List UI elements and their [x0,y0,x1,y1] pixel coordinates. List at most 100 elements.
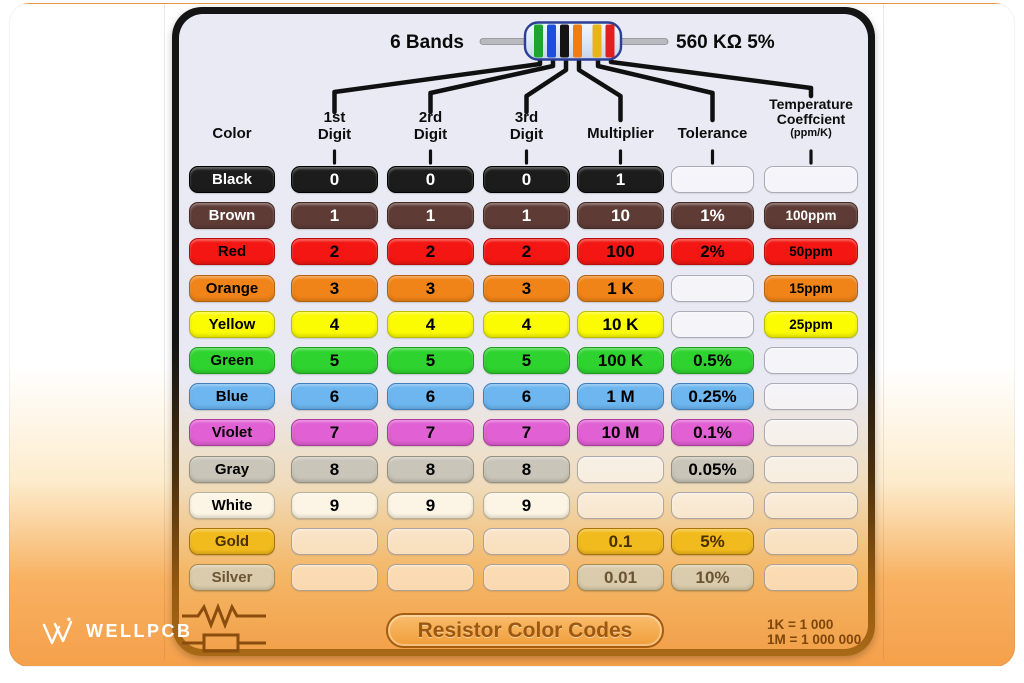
header-line: 3rd [514,109,539,126]
box-resistor-symbol [202,633,240,653]
row-label-black: Black [189,166,275,193]
header-line: Digit [413,126,448,143]
cell-yellow-tolerance [671,311,754,338]
cell-green-tolerance: 0.5% [671,347,754,374]
cell-black-multiplier: 1 [577,166,664,193]
resistor-lead-left [479,38,529,45]
cell-violet-digit2: 7 [387,419,474,446]
cell-black-tolerance [671,166,754,193]
cell-blue-digit3: 6 [483,383,570,410]
cell-black-digit3: 0 [483,166,570,193]
cell-gray-tolerance: 0.05% [671,456,754,483]
cell-silver-multiplier: 0.01 [577,564,664,591]
cell-violet-digit3: 7 [483,419,570,446]
header-line: Multiplier [587,125,654,142]
cell-green-digit3: 5 [483,347,570,374]
row-label-red: Red [189,238,275,265]
cell-blue-digit1: 6 [291,383,378,410]
cell-gold-digit1 [291,528,378,555]
cell-violet-tempco [764,419,858,446]
header-line: Coeffcient [776,111,846,127]
column-header-tempco: Temperature Coeffcient (ppm/K) [746,97,876,140]
cell-red-digit2: 2 [387,238,474,265]
cell-green-digit2: 5 [387,347,474,374]
kilo-note-1m: 1M = 1 000 000 [767,632,862,647]
cell-red-multiplier: 100 [577,238,664,265]
cell-yellow-multiplier: 10 K [577,311,664,338]
cell-red-tempco: 50ppm [764,238,858,265]
cell-brown-tolerance: 1% [671,202,754,229]
row-label-gold: Gold [189,528,275,555]
row-label-gray: Gray [189,456,275,483]
row-label-white: White [189,492,275,519]
cell-blue-tempco [764,383,858,410]
resistor-lead-right [617,38,669,45]
bands-count-label: 6 Bands [390,32,464,53]
cell-black-digit2: 0 [387,166,474,193]
row-label-violet: Violet [189,419,275,446]
header-line: (ppm/K) [790,127,832,139]
image-seam-left [164,3,165,659]
cell-black-tempco [764,166,858,193]
wellpcb-w-icon [42,617,73,645]
cell-brown-digit1: 1 [291,202,378,229]
cell-brown-digit2: 1 [387,202,474,229]
resistor-band-black [560,24,569,58]
cell-gray-digit1: 8 [291,456,378,483]
brand-logo: WELLPCB [40,616,193,646]
header-line: Color [212,125,252,142]
resistor-band-orange [573,24,582,58]
row-label-yellow: Yellow [189,311,275,338]
cell-white-digit1: 9 [291,492,378,519]
cell-orange-tolerance [671,275,754,302]
kilo-notes: 1K = 1 000 1M = 1 000 000 [767,617,861,647]
column-header-multiplier: Multiplier [556,125,686,142]
header-line: Digit [509,126,544,143]
resistor-symbols-icon [182,603,266,653]
cell-silver-digit1 [291,564,378,591]
cell-red-digit3: 2 [483,238,570,265]
row-label-silver: Silver [189,564,275,591]
brand-name: WELLPCB [86,620,193,641]
cell-gray-multiplier [577,456,664,483]
cell-brown-digit3: 1 [483,202,570,229]
cell-red-digit1: 2 [291,238,378,265]
header-line: Digit [317,126,352,143]
column-header-color: Color [167,125,297,142]
cell-brown-multiplier: 10 [577,202,664,229]
cell-green-digit1: 5 [291,347,378,374]
cell-silver-digit3 [483,564,570,591]
page-title: Resistor Color Codes [417,618,633,642]
column-header-tolerance: Tolerance [648,125,778,142]
kilo-note-1k: 1K = 1 000 [767,617,834,632]
cell-yellow-digit3: 4 [483,311,570,338]
title-banner: Resistor Color Codes [386,613,664,648]
cell-blue-digit2: 6 [387,383,474,410]
resistor-value-label: 560 KΩ 5% [676,32,775,53]
cell-gold-digit3 [483,528,570,555]
cell-black-digit1: 0 [291,166,378,193]
row-label-orange: Orange [189,275,275,302]
cell-gold-tolerance: 5% [671,528,754,555]
cell-blue-tolerance: 0.25% [671,383,754,410]
header-line: Temperature [769,96,853,112]
cell-green-tempco [764,347,858,374]
cell-white-tolerance [671,492,754,519]
cell-silver-digit2 [387,564,474,591]
cell-white-digit2: 9 [387,492,474,519]
cell-gray-tempco [764,456,858,483]
cell-white-multiplier [577,492,664,519]
cell-silver-tempco [764,564,858,591]
cell-green-multiplier: 100 K [577,347,664,374]
resistor-band-green [534,24,543,58]
cell-violet-tolerance: 0.1% [671,419,754,446]
resistor-illustration-icon [479,21,669,61]
row-label-brown: Brown [189,202,275,229]
zigzag-resistor-symbol [182,603,266,630]
cell-white-digit3: 9 [483,492,570,519]
cell-brown-tempco: 100ppm [764,202,858,229]
row-label-blue: Blue [189,383,275,410]
cell-orange-digit2: 3 [387,275,474,302]
cell-white-tempco [764,492,858,519]
